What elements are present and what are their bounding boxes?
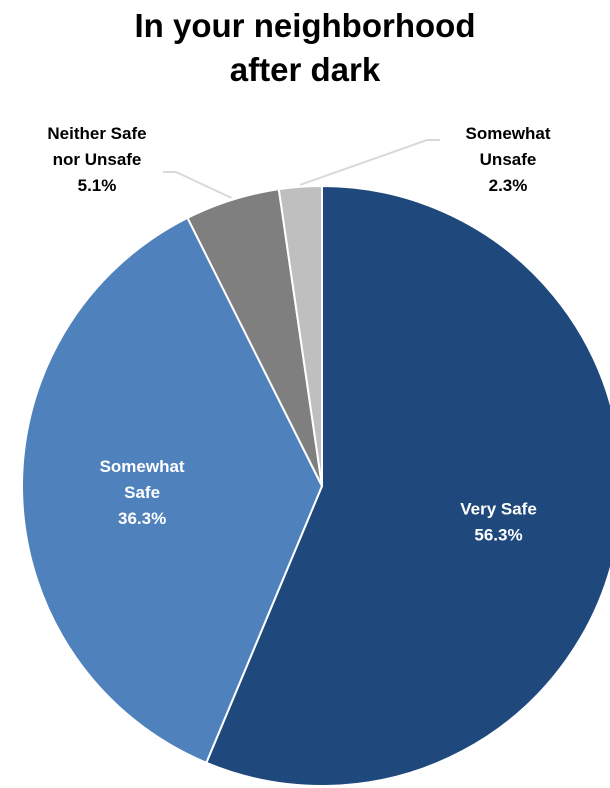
slice-category-label: nor Unsafe — [53, 150, 142, 169]
slice-label-somewhat-safe: Somewhat Safe 36.3% — [100, 457, 185, 528]
slice-value-label: 2.3% — [489, 176, 528, 195]
slice-category-label: Neither Safe — [47, 124, 146, 143]
pie-slice-somewhat-unsafe — [277, 184, 323, 487]
slice-category-label: Somewhat — [100, 457, 185, 476]
slice-category-label: Somewhat — [465, 124, 550, 143]
slice-value-label: 5.1% — [78, 176, 117, 195]
slice-label-very-safe: Very Safe 56.3% — [460, 499, 537, 544]
slice-label-somewhat-unsafe: Somewhat Unsafe 2.3% — [465, 124, 550, 195]
pie-slice-very-safe — [205, 184, 610, 787]
leader-line-neither-safe-nor-unsafe — [163, 171, 232, 199]
pie-slices — [21, 184, 610, 787]
leader-lines — [163, 139, 440, 199]
slice-label-neither-safe-nor-unsafe: Neither Safe nor Unsafe 5.1% — [47, 124, 146, 195]
slice-value-label: 36.3% — [118, 509, 166, 528]
leader-line-somewhat-unsafe — [299, 139, 440, 186]
chart-title: In your neighborhood after dark — [0, 4, 610, 92]
slice-category-label: Very Safe — [460, 499, 537, 518]
chart-title-line-1: In your neighborhood — [134, 7, 476, 44]
slice-labels: Very Safe 56.3% Somewhat Safe 36.3% Neither S… — [47, 124, 550, 544]
slice-value-label: 56.3% — [474, 525, 522, 544]
pie-slice-somewhat-safe — [21, 216, 324, 765]
slice-category-label: Safe — [124, 483, 160, 502]
chart-title-line-2: after dark — [229, 51, 381, 88]
slice-category-label: Unsafe — [480, 150, 537, 169]
